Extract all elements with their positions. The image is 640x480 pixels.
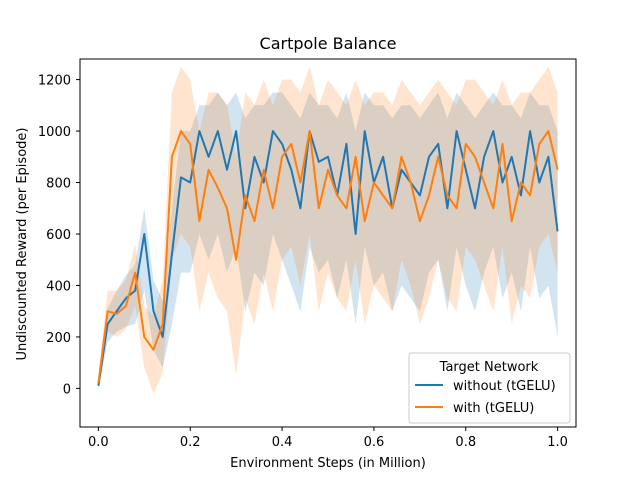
x-tick-label: 0.0 bbox=[88, 435, 109, 450]
band-without-tgelu bbox=[98, 92, 558, 389]
confidence-bands bbox=[98, 66, 558, 394]
y-tick-label: 600 bbox=[46, 228, 71, 243]
y-tick-label: 1200 bbox=[38, 74, 71, 89]
line-with-tgelu bbox=[97, 130, 559, 384]
legend-label-without-tgelu: without (tGELU) bbox=[453, 379, 556, 394]
y-tick-label: 400 bbox=[46, 279, 71, 294]
legend: Target Network without (tGELU) with (tGE… bbox=[408, 352, 571, 424]
x-tick-label: 0.2 bbox=[180, 435, 201, 450]
x-tick-label: 0.8 bbox=[455, 435, 476, 450]
y-axis-label: Undiscounted Reward (per Episode) bbox=[15, 128, 30, 361]
plot-area-frame bbox=[79, 58, 577, 428]
series-lines bbox=[97, 130, 559, 386]
chart-title: Cartpole Balance bbox=[260, 34, 397, 53]
y-tick-label: 800 bbox=[46, 177, 71, 192]
y-tick-label: 200 bbox=[46, 331, 71, 346]
x-axis: 0.0 0.2 0.4 0.6 0.8 1.0 bbox=[88, 427, 568, 450]
band-with-tgelu bbox=[98, 66, 558, 394]
x-tick-label: 0.6 bbox=[364, 435, 385, 450]
x-tick-label: 0.4 bbox=[272, 435, 293, 450]
legend-label-with-tgelu: with (tGELU) bbox=[453, 401, 534, 416]
y-tick-label: 0 bbox=[63, 382, 71, 397]
y-axis: 0 200 400 600 800 1000 1200 bbox=[38, 74, 80, 397]
legend-box bbox=[408, 352, 571, 424]
x-tick-label: 1.0 bbox=[547, 435, 568, 450]
x-axis-label: Environment Steps (in Million) bbox=[230, 456, 426, 471]
y-tick-label: 1000 bbox=[38, 125, 71, 140]
legend-title: Target Network bbox=[439, 360, 539, 375]
